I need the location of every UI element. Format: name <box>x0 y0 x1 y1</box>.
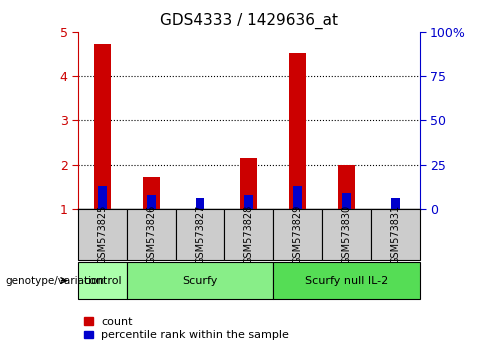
Legend: count, percentile rank within the sample: count, percentile rank within the sample <box>83 317 289 341</box>
Text: GSM573827: GSM573827 <box>195 205 205 264</box>
Bar <box>143 177 160 209</box>
Bar <box>391 198 400 209</box>
Text: GSM573830: GSM573830 <box>342 205 351 264</box>
Bar <box>322 209 371 260</box>
Bar <box>147 195 156 209</box>
Text: GSM573829: GSM573829 <box>293 205 303 264</box>
Text: GSM573831: GSM573831 <box>390 205 400 264</box>
Text: Scurfy null IL-2: Scurfy null IL-2 <box>305 275 388 286</box>
Bar <box>224 209 273 260</box>
Text: genotype/variation: genotype/variation <box>5 275 104 286</box>
Bar <box>241 158 258 209</box>
Bar <box>244 195 253 209</box>
Bar <box>127 262 273 299</box>
Text: GSM573825: GSM573825 <box>98 205 107 264</box>
Bar <box>78 262 127 299</box>
Text: GSM573828: GSM573828 <box>244 205 254 264</box>
Bar <box>196 198 204 209</box>
Bar <box>98 186 107 209</box>
Bar <box>273 209 322 260</box>
Bar <box>342 193 351 209</box>
Title: GDS4333 / 1429636_at: GDS4333 / 1429636_at <box>160 13 338 29</box>
Bar <box>293 186 302 209</box>
Bar <box>371 209 420 260</box>
Text: Scurfy: Scurfy <box>183 275 218 286</box>
Bar <box>78 209 127 260</box>
Bar <box>127 209 176 260</box>
Text: control: control <box>83 275 122 286</box>
Bar <box>94 44 111 209</box>
Text: GSM573826: GSM573826 <box>146 205 156 264</box>
Bar <box>338 165 355 209</box>
Bar <box>289 53 306 209</box>
Bar <box>273 262 420 299</box>
Bar <box>176 209 224 260</box>
